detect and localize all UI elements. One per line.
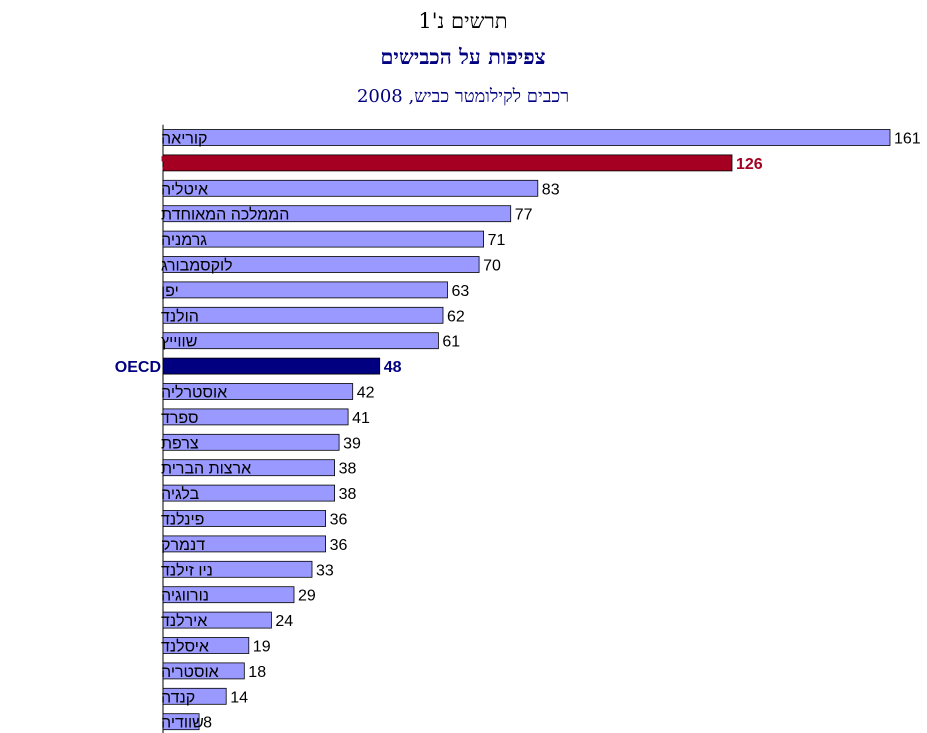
value-label-6: 63 xyxy=(452,283,470,300)
category-label-4: גרמניה xyxy=(161,232,207,249)
bar-3 xyxy=(162,205,512,223)
value-label-2: 83 xyxy=(542,181,560,198)
value-label-13: 38 xyxy=(339,461,357,478)
bar-1 xyxy=(162,154,733,172)
bar-16 xyxy=(162,535,327,553)
bar-22 xyxy=(162,687,227,705)
value-label-12: 39 xyxy=(343,435,361,452)
bar-12 xyxy=(162,433,340,451)
bar-10 xyxy=(162,383,354,400)
category-label-19: אירלנד xyxy=(161,612,207,630)
bar-14 xyxy=(162,484,336,502)
value-label-11: 41 xyxy=(352,410,370,427)
category-label-12: צרפת xyxy=(161,435,199,452)
bar-19 xyxy=(162,611,272,629)
bar-7 xyxy=(162,306,444,324)
bar-18 xyxy=(162,586,295,604)
category-label-13: ארצות הברית xyxy=(161,461,251,478)
bar-2 xyxy=(162,179,539,197)
category-label-17: ניו זילנד xyxy=(161,561,213,579)
category-label-23: שוודיה xyxy=(161,715,204,732)
bar-0 xyxy=(162,129,891,146)
category-label-8: שווייץ xyxy=(161,334,197,351)
value-label-21: 18 xyxy=(248,664,266,681)
chart-title: צפיפות על הכבישים xyxy=(380,44,545,69)
bar-15 xyxy=(162,510,327,527)
category-label-3: הממלכה המאוחדת xyxy=(161,206,289,224)
value-label-8: 61 xyxy=(442,334,460,351)
category-label-20: איסלנד xyxy=(161,638,209,656)
value-label-5: 70 xyxy=(483,258,501,275)
value-label-15: 36 xyxy=(330,512,348,529)
category-label-2: איטליה xyxy=(161,180,208,198)
value-label-19: 24 xyxy=(275,613,293,630)
category-label-22: קנדה xyxy=(161,689,195,706)
bar-11 xyxy=(162,408,349,426)
value-label-22: 14 xyxy=(230,689,248,706)
value-label-0: 161 xyxy=(894,131,921,148)
value-label-10: 42 xyxy=(357,385,375,402)
chart-subtitle: רכבים לקילומטר כביש, 2008 xyxy=(357,86,569,107)
category-label-11: ספרד xyxy=(161,410,199,427)
chart-label: תרשים נ'1 xyxy=(418,9,507,33)
bars-layer: קוריאה 161 ישראל 126 איטליה 83 הממלכה המאוחדת 7… xyxy=(115,124,921,733)
category-label-7: הולנד xyxy=(161,307,199,325)
bar-20 xyxy=(162,637,250,654)
value-label-14: 38 xyxy=(339,486,357,503)
value-label-17: 33 xyxy=(316,562,334,579)
category-label-16: דנמרק xyxy=(161,537,205,554)
bar-6 xyxy=(162,281,448,299)
value-label-4: 71 xyxy=(488,232,506,249)
category-label-14: בלגיה xyxy=(161,485,200,503)
bar-4 xyxy=(162,230,485,248)
value-label-1: 126 xyxy=(736,156,763,173)
value-label-18: 29 xyxy=(298,588,316,605)
category-label-6: יפן xyxy=(161,283,179,300)
category-label-5: לוקסמבורג xyxy=(161,257,233,275)
value-label-20: 19 xyxy=(253,639,271,656)
value-label-23: 8 xyxy=(203,715,212,732)
category-label-9: OECD xyxy=(115,359,161,376)
category-label-10: אוסטרליה xyxy=(161,384,227,402)
bar-9 xyxy=(162,357,381,375)
bar-8 xyxy=(162,332,439,350)
category-label-15: פינלנד xyxy=(161,511,204,529)
bar-23 xyxy=(162,713,200,731)
bar-13 xyxy=(162,459,336,477)
category-label-21: אוסטריה xyxy=(161,664,219,681)
bar-17 xyxy=(162,560,313,578)
value-label-3: 77 xyxy=(515,207,533,224)
value-label-7: 62 xyxy=(447,308,465,325)
category-label-1: ישראל xyxy=(161,155,208,173)
value-label-9: 48 xyxy=(384,359,402,376)
bar-5 xyxy=(162,256,480,273)
category-label-18: נורווגיה xyxy=(161,588,209,605)
category-label-0: קוריאה xyxy=(161,131,207,148)
bar-21 xyxy=(162,662,245,680)
value-label-16: 36 xyxy=(330,537,348,554)
